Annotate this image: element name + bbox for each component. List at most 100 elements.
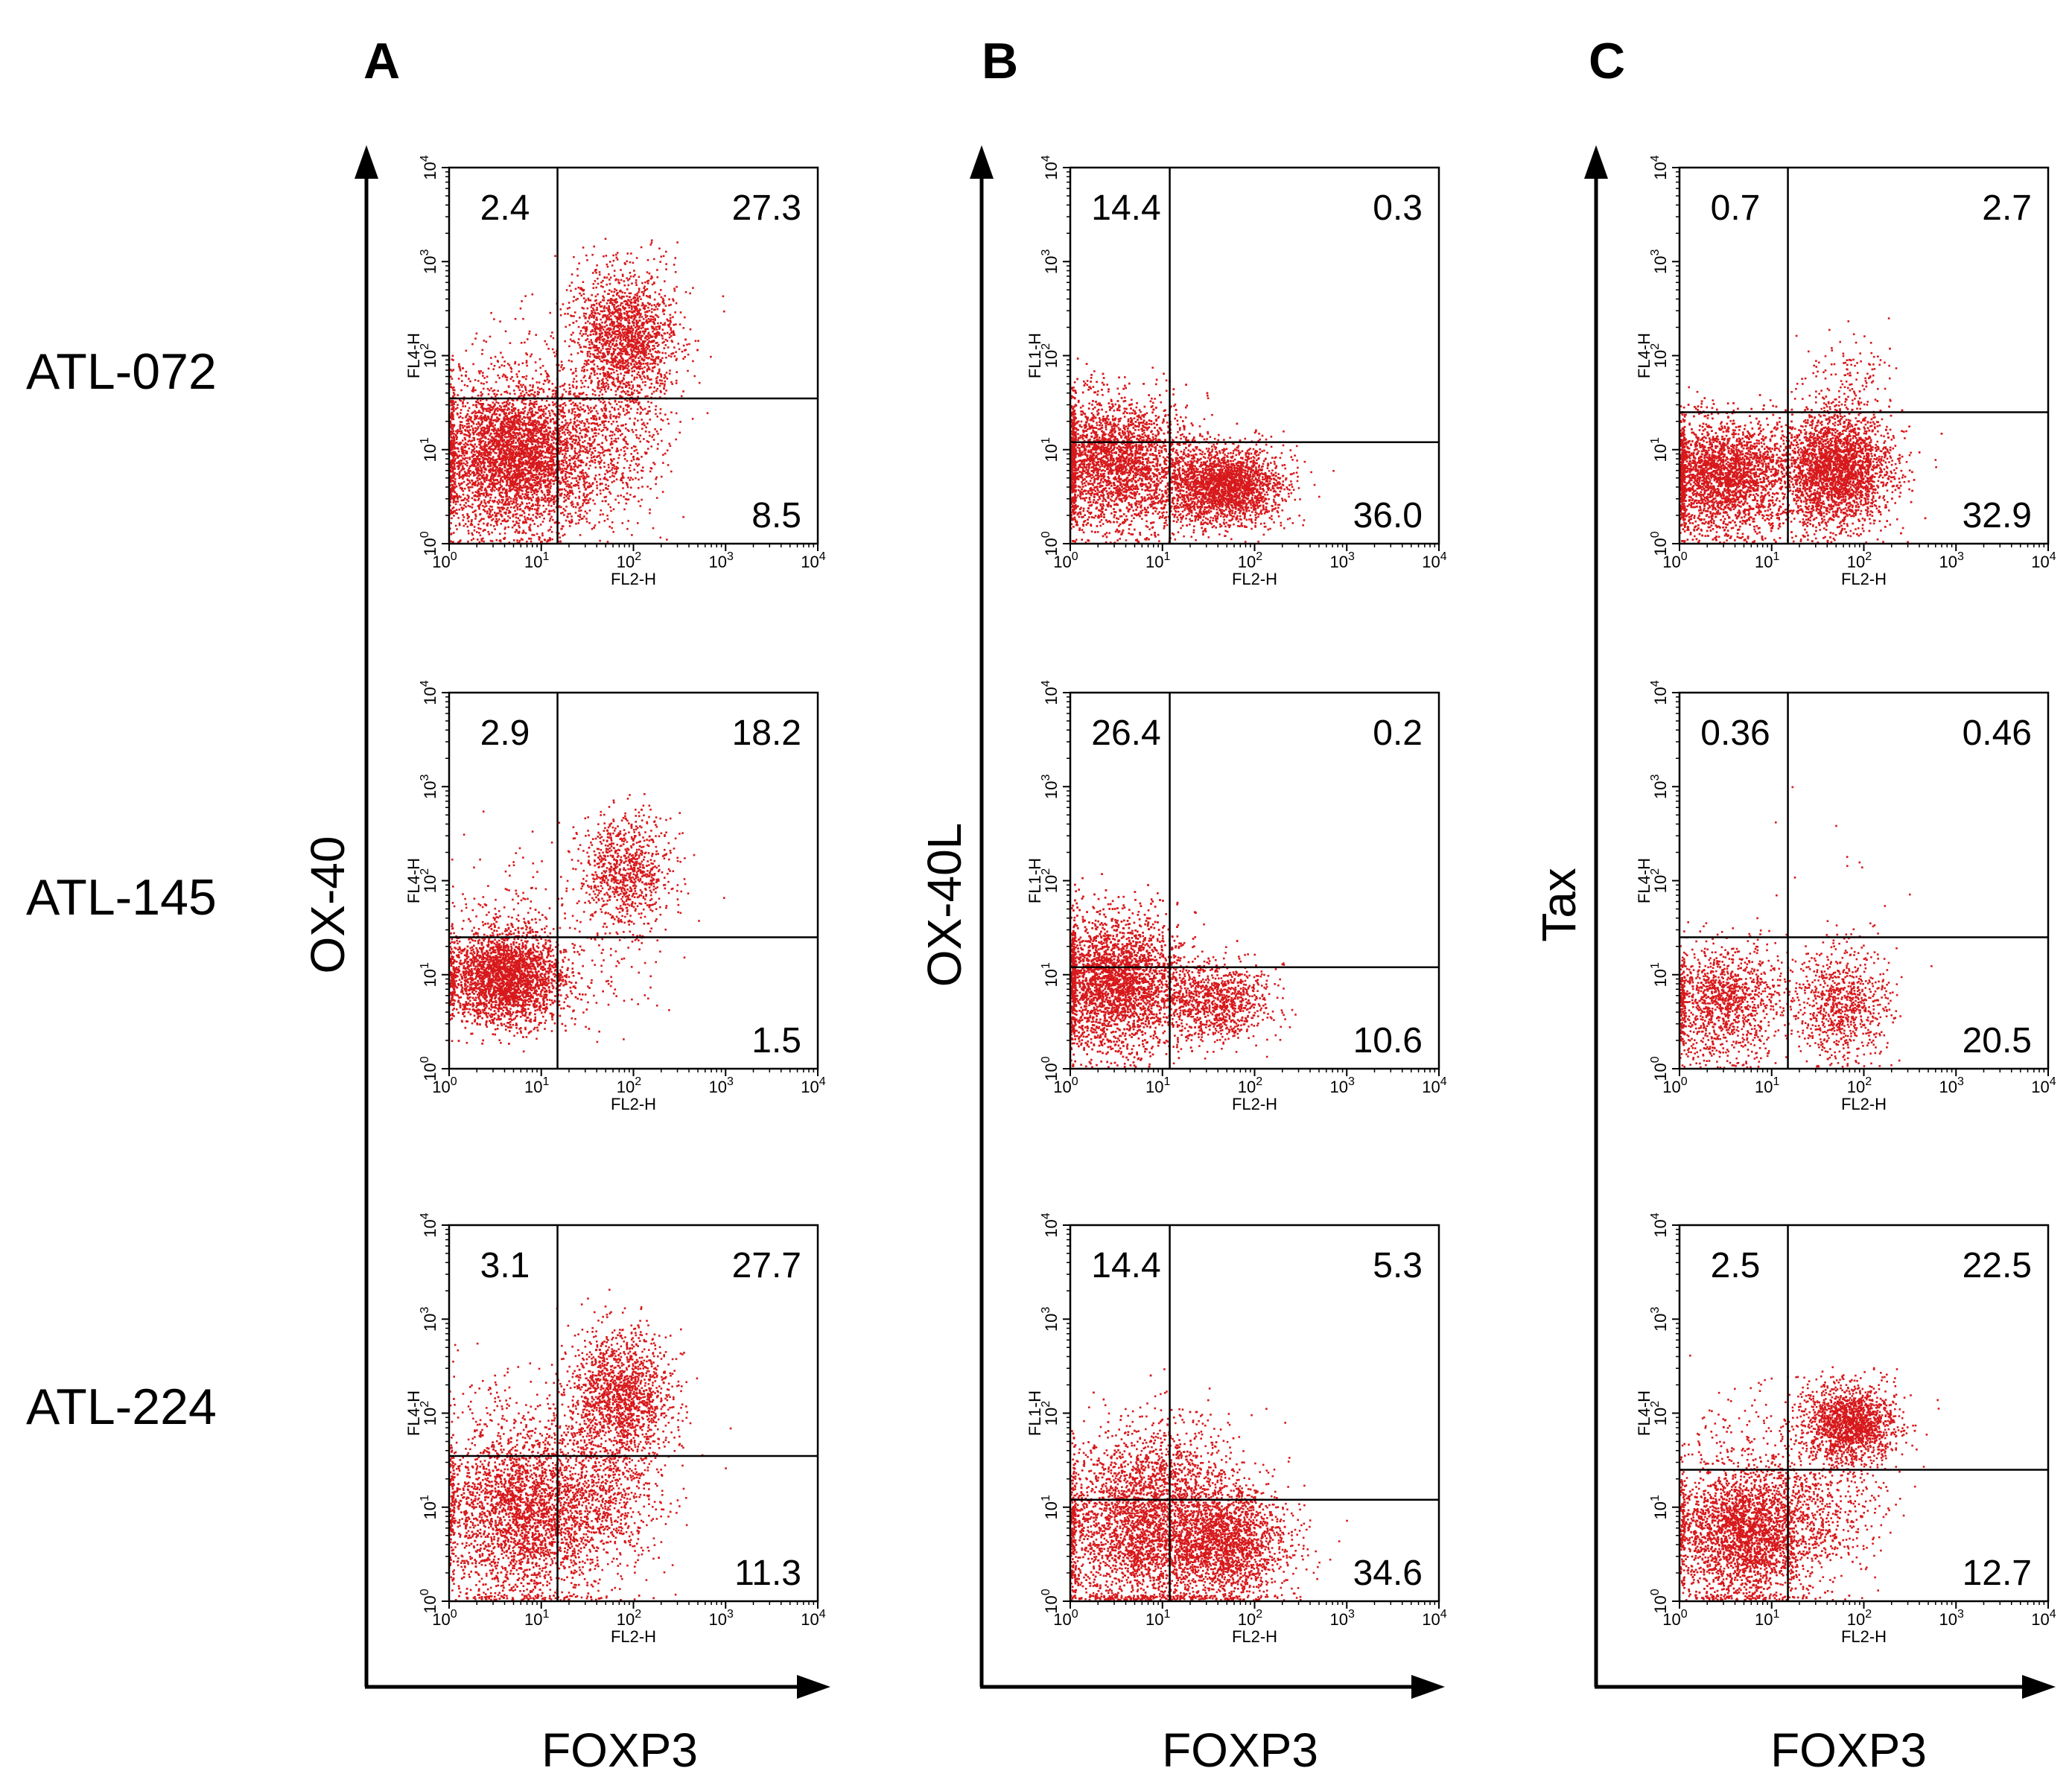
data-point [466,457,468,460]
data-point [502,506,504,509]
data-point [503,465,506,467]
data-point [571,412,573,415]
data-point [524,444,527,446]
data-point [684,290,687,293]
data-point [453,446,456,448]
data-point [453,453,456,455]
data-point [478,541,481,544]
data-point [500,393,503,396]
data-point [522,476,524,478]
data-point [642,408,644,411]
data-point [463,468,465,470]
data-point [499,480,502,482]
data-point [565,473,567,475]
data-point [577,515,579,518]
data-point [560,512,562,515]
data-point [453,474,456,477]
data-point [477,527,480,530]
data-point [477,499,480,501]
data-point [499,474,501,477]
data-point [526,485,529,488]
data-point [521,502,524,505]
data-point [462,402,464,405]
data-point [542,391,545,393]
data-point [568,525,571,527]
data-point [494,413,497,416]
data-point [480,440,483,442]
data-point [580,475,582,478]
data-point [506,456,509,458]
data-point [460,430,463,433]
data-point [506,443,509,446]
data-point [494,424,496,427]
data-point [498,463,500,465]
data-point [452,460,455,462]
data-point [633,270,635,272]
data-point [454,457,457,460]
data-point [528,526,531,528]
data-point [491,531,493,534]
data-point [512,486,515,489]
data-point [597,443,599,446]
data-point [561,476,564,479]
data-point [468,481,471,484]
data-point [521,490,524,492]
data-point [551,383,554,385]
data-point [515,478,518,481]
data-point [541,445,543,448]
data-point [509,478,511,481]
data-point [498,500,501,503]
data-point [452,501,455,503]
data-point [479,443,481,446]
data-point [480,481,483,483]
data-point [534,448,536,451]
data-point [478,410,480,412]
data-point [524,406,527,409]
data-point [681,350,684,353]
data-point [585,322,587,325]
data-point [477,380,480,382]
data-point [513,425,516,428]
data-point [470,451,473,454]
data-point [522,510,525,512]
data-point [589,464,591,467]
data-point [539,414,542,417]
data-point [478,440,480,443]
data-point [515,483,518,486]
data-point [471,503,474,506]
data-point [474,379,477,381]
data-point [535,432,538,435]
data-point [466,401,469,404]
data-point [494,486,497,489]
data-point [498,494,501,497]
data-point [553,483,555,486]
data-point [471,486,474,489]
data-point [559,450,562,453]
data-point [559,385,562,388]
data-point [553,500,556,503]
data-point [535,462,538,465]
data-point [523,402,525,405]
data-point [546,494,549,496]
data-point [477,458,480,460]
data-point [452,462,454,465]
data-point [540,477,542,480]
data-point [482,537,484,540]
data-point [480,538,483,541]
data-point [527,457,530,460]
data-point [458,474,460,477]
data-point [516,541,519,544]
data-point [477,469,480,471]
data-point [477,466,480,468]
data-point [487,367,490,370]
data-point [511,477,514,480]
data-point [505,461,508,464]
data-point [565,424,567,426]
data-point [623,284,626,287]
data-point [467,468,470,471]
data-point [450,511,453,514]
data-point [535,512,538,515]
data-point [576,274,579,277]
data-point [491,422,494,425]
data-point [538,445,540,448]
